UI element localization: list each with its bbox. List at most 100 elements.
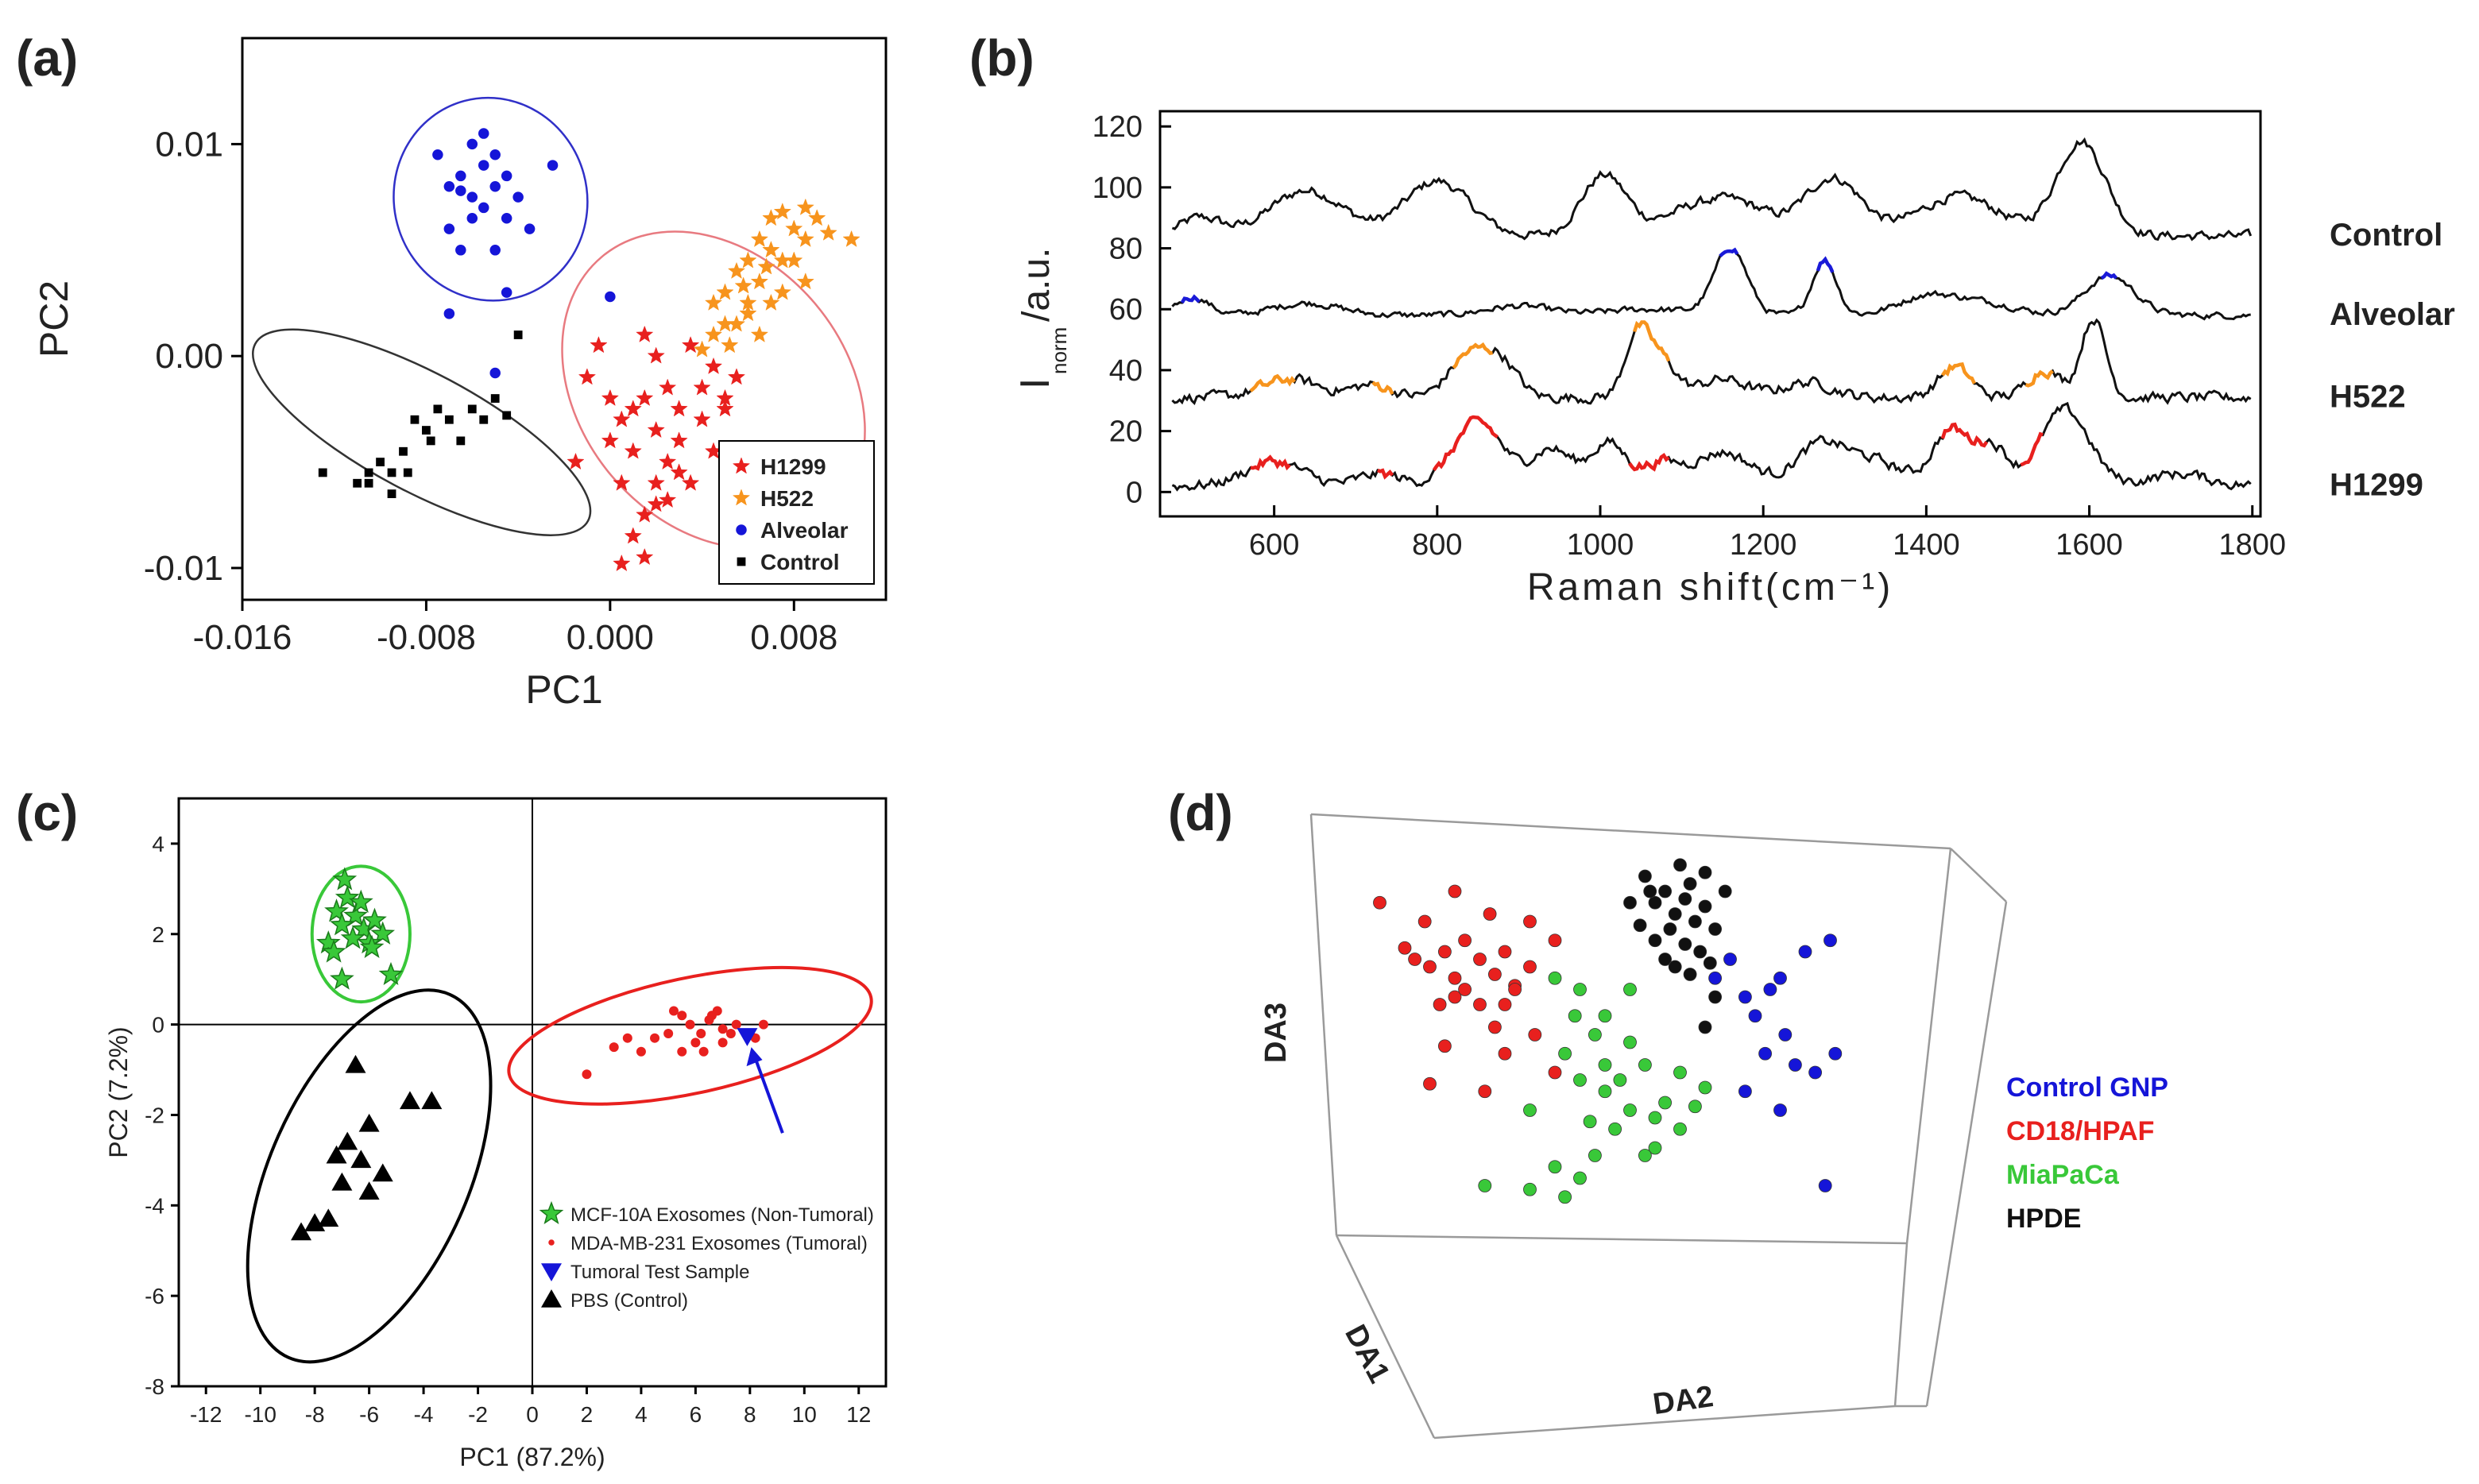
panel-d-data-point [1438,945,1452,959]
panel-c-x-tick-label: 4 [635,1402,648,1427]
panel-a-data-point [512,191,524,203]
panel-b-x-tick-label: 800 [1412,528,1462,562]
panel-c-data-point [370,921,396,945]
panel-d-box-edge [1893,1242,1909,1407]
panel-d-box-edge [1309,813,1338,1236]
panel-a-legend-label: H522 [760,486,814,511]
panel-a-data-point [403,468,412,477]
panel-d-legend-label: CD18/HPAF [2006,1116,2154,1146]
panel-d-x-axis-label: DA2 [1651,1380,1715,1421]
panel-c-confidence-ellipse [246,988,493,1364]
panel-a-data-point [659,490,677,508]
panel-a-data-point [624,400,642,417]
panel-a-data-point [716,388,734,406]
panel-a-data-point [605,291,616,303]
panel-d-chart: DA3 DA1 DA2 Control GNP CD18/HPAF MiaPaCa HPDE [1259,813,2168,1440]
panel-d-data-point [1763,983,1777,996]
panel-c-data-point [758,1019,768,1030]
panel-d-data-point [1373,895,1386,910]
panel-d-data-point [1673,858,1687,872]
panel-b-y-tick-label: 120 [1093,110,1143,144]
panel-b-highlight-segment [1628,452,1670,472]
panel-a-data-point [773,203,791,220]
panel-a-data-point [727,368,746,385]
panel-c-data-point [698,1046,709,1057]
panel-a-data-point [796,272,814,290]
panel-c-data-point [359,934,385,958]
panel-a-chart: -0.016 -0.008 0.000 0.008 0.01 0.00 -0.01 PC1 PC… [32,37,888,712]
panel-d-data-point [1398,941,1412,955]
panel-a-data-point [670,463,688,481]
panel-d-data-point [1448,971,1462,985]
panel-c-data-point [324,899,349,922]
panel-b-y-tick-label: 20 [1109,415,1143,449]
panel-b-x-tick-label: 1000 [1567,528,1634,562]
panel-d-data-point [1818,1179,1832,1192]
panel-d-data-point [1523,1182,1537,1196]
panel-c-data-point [348,889,373,913]
panel-a-data-point [716,283,734,300]
panel-c-data-point [737,1028,758,1046]
panel-c-data-point [706,1011,717,1021]
panel-a-data-point [318,468,327,477]
panel-c-data-point [332,867,358,891]
panel-a-data-point [842,230,860,247]
panel-d-data-point [1638,1058,1652,1072]
panel-c-x-tick-label: 10 [792,1402,817,1427]
panel-a-plot-frame [241,37,888,601]
panel-d-data-point [1643,884,1657,899]
panel-b-y-tick-label: 60 [1109,293,1143,327]
panel-a-data-point [478,128,489,139]
panel-a-data-point [647,495,665,512]
panel-a-data-point [466,213,478,224]
panel-a-data-point [601,431,619,449]
panel-a-data-point [659,452,677,470]
panel-d-data-point [1693,945,1707,959]
panel-b-series-label: H522 [2330,379,2406,414]
panel-c-data-point [318,1208,339,1227]
panel-a-data-point [422,426,431,435]
panel-a-data-point [387,468,396,477]
panel-d-data-point [1688,914,1702,929]
panel-c-data-point [650,1033,660,1043]
panel-a-data-point [489,245,501,256]
panel-c-data-point [358,1181,380,1200]
panel-c-data-point [358,1113,380,1132]
panel-d-z-axis-label: DA1 [1338,1320,1396,1389]
panel-c-data-point [337,1131,358,1150]
panel-d-data-point [1658,1096,1673,1110]
panel-a-data-point [647,473,665,491]
panel-c-data-point [330,966,354,990]
panel-a-data-point [613,554,631,572]
panel-d-data-point [1623,1035,1637,1049]
panel-c-legend-marker [541,1289,562,1308]
panel-a-data-point [547,160,559,171]
panel-d-data-point [1598,1009,1612,1023]
panel-d-data-point [1528,1028,1542,1042]
panel-d-data-point [1588,1028,1602,1042]
panel-a-data-point [762,209,780,226]
panel-c-data-point [321,939,346,963]
panel-b-x-tick-label: 1200 [1730,528,1797,562]
panel-c-data-point [717,1024,728,1034]
panel-b-x-tick-label: 1400 [1893,528,1960,562]
panel-a-data-point [624,442,642,459]
panel-d-data-point [1678,892,1692,906]
panel-d-data-point [1583,1115,1597,1129]
panel-a-data-point [739,293,757,311]
panel-d-data-point [1548,1065,1562,1080]
panel-c-x-tick-label: -8 [305,1402,325,1427]
panel-b-x-tick-label: 600 [1249,528,1299,562]
panel-a-data-point [636,547,654,566]
panel-c-data-point [340,926,365,949]
panel-a-x-tick-label: -0.016 [193,618,292,657]
panel-b-chart: 600 800 1000 1200 1400 1600 1800 0 20 40 60 80 100 12… [1012,110,2455,609]
panel-b-series-label: H1299 [2330,468,2423,503]
panel-c-data-point [582,1069,592,1080]
panel-a-data-point [466,138,478,150]
panel-a-y-tick-label: 0.01 [155,125,223,164]
panel-c-data-point [717,1038,728,1048]
panel-b-x-tick-label: 1600 [2056,528,2123,562]
panel-c-data-point [636,1046,646,1057]
panel-b-highlight-segment [1249,373,1297,392]
